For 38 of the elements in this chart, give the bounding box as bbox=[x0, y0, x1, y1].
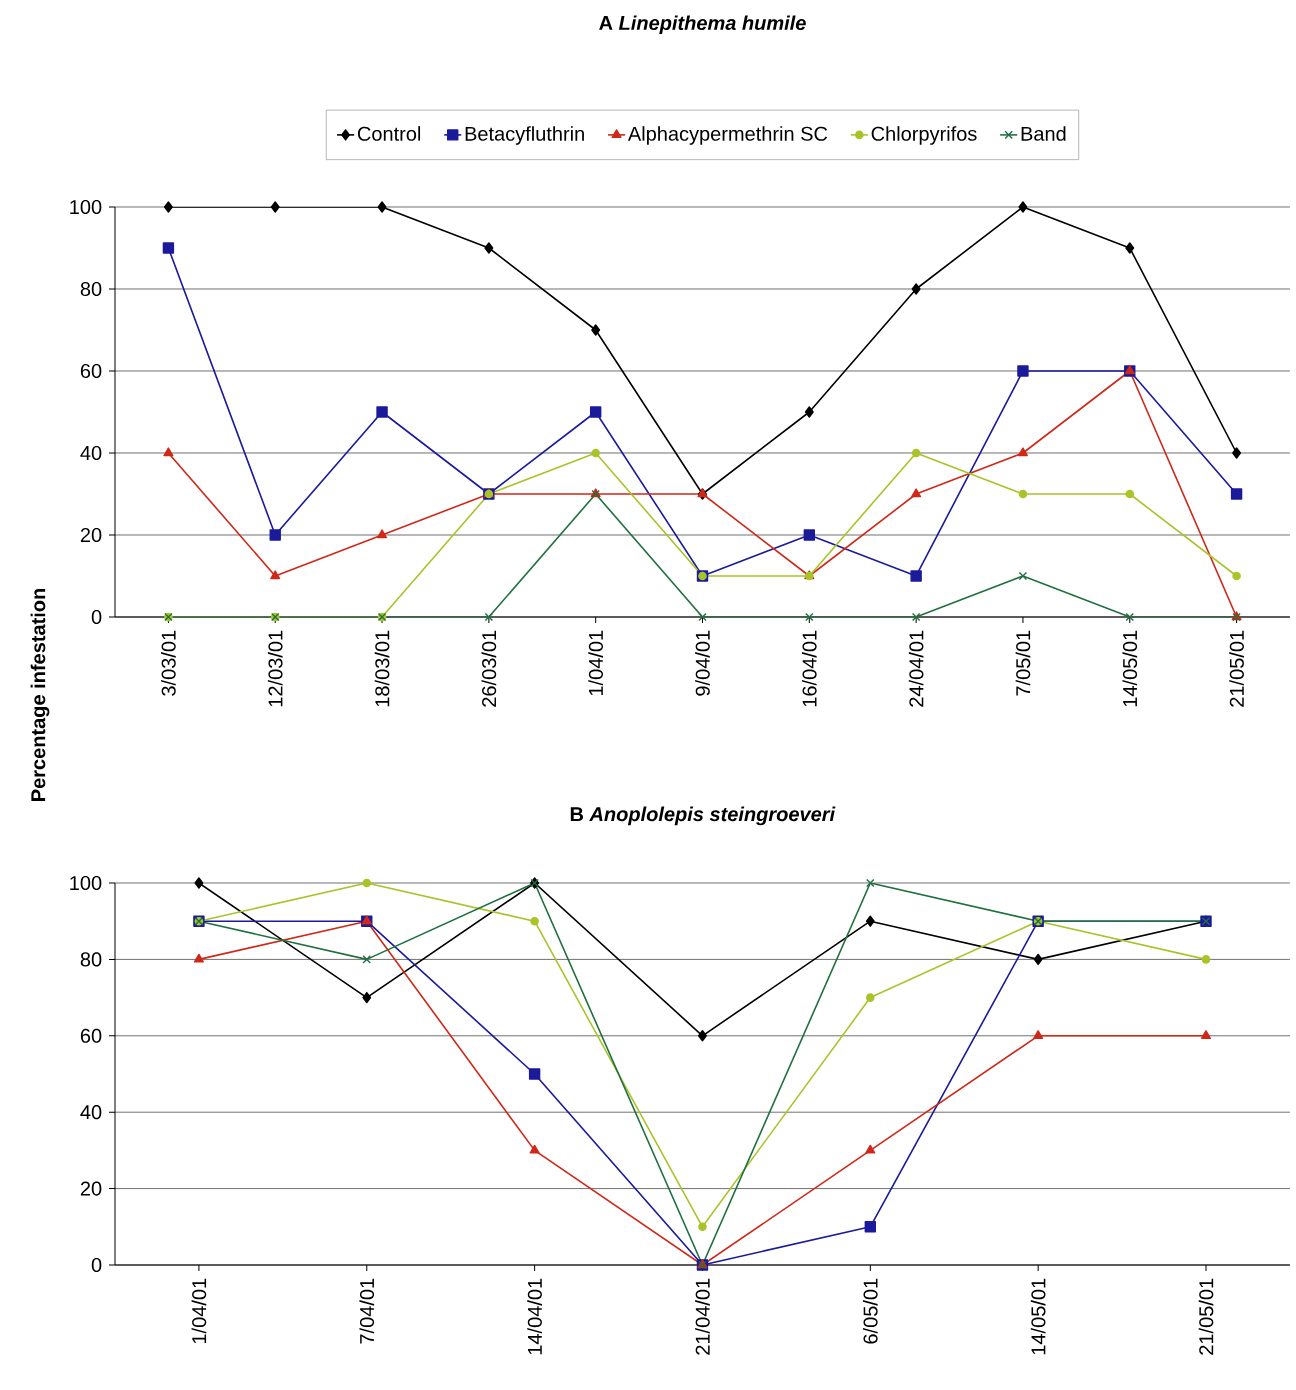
x-tick-label: 21/05/01 bbox=[1229, 630, 1244, 707]
legend-label: Alphacypermethrin SC bbox=[627, 126, 828, 145]
y-axis-title: Percentage infestation bbox=[30, 589, 50, 801]
x-tick-label: 1/04/01 bbox=[191, 1278, 207, 1344]
x-tick-label: 21/04/01 bbox=[695, 1278, 710, 1355]
x-tick-label: 7/05/01 bbox=[1015, 630, 1031, 696]
x-tick-label: 24/04/01 bbox=[908, 630, 924, 707]
y-tick-label: 0 bbox=[91, 609, 102, 625]
x-tick-label: 3/03/01 bbox=[161, 630, 176, 696]
x-tick-label: 14/05/01 bbox=[1030, 1278, 1046, 1355]
y-tick-label: 60 bbox=[80, 363, 102, 379]
y-tick-label: 40 bbox=[80, 445, 102, 461]
y-tick-label: 0 bbox=[91, 1257, 102, 1273]
legend-label: Chlorpyrifos bbox=[871, 126, 977, 145]
x-tick-label: 9/04/01 bbox=[695, 630, 710, 696]
x-tick-label: 14/05/01 bbox=[1122, 630, 1138, 707]
chart-title: A Linepithema humile bbox=[599, 15, 806, 35]
x-tick-label: 16/04/01 bbox=[801, 630, 817, 707]
y-tick-label: 40 bbox=[80, 1105, 102, 1120]
y-tick-label: 20 bbox=[80, 527, 102, 543]
x-tick-label: 14/04/01 bbox=[527, 1278, 542, 1355]
x-tick-label: 21/05/01 bbox=[1198, 1278, 1214, 1355]
legend-label: Betacyfluthrin bbox=[465, 126, 584, 145]
legend-label: Control bbox=[357, 126, 421, 141]
y-tick-label: 80 bbox=[80, 952, 102, 967]
x-tick-label: 7/04/01 bbox=[359, 1278, 375, 1344]
x-tick-label: 26/03/01 bbox=[481, 630, 497, 707]
chart-title: B Anoplolepis steingroeveri bbox=[570, 806, 836, 826]
legend-label: Band bbox=[1021, 126, 1066, 141]
y-tick-label: 20 bbox=[80, 1181, 102, 1196]
y-tick-label: 100 bbox=[70, 875, 102, 891]
x-tick-label: 18/03/01 bbox=[374, 630, 390, 707]
x-tick-label: 12/03/01 bbox=[267, 630, 283, 707]
y-tick-label: 60 bbox=[80, 1028, 102, 1043]
x-tick-label: 6/05/01 bbox=[862, 1278, 878, 1344]
y-tick-label: 100 bbox=[70, 199, 102, 215]
y-tick-label: 80 bbox=[80, 281, 102, 297]
x-tick-label: 1/04/01 bbox=[588, 630, 604, 696]
